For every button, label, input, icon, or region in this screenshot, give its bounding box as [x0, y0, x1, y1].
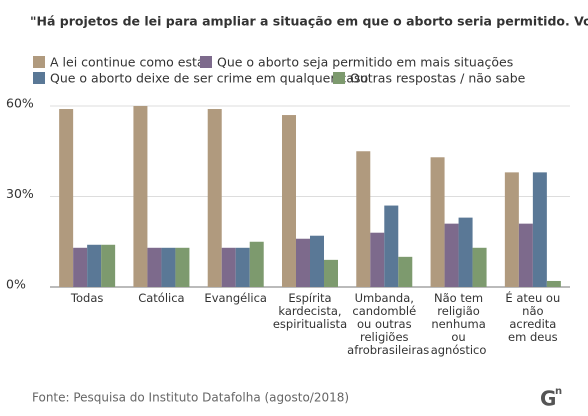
bar — [296, 238, 310, 287]
bar — [546, 280, 561, 287]
bar — [59, 109, 74, 288]
bar — [458, 217, 473, 287]
bar — [532, 172, 547, 287]
bar — [133, 106, 148, 287]
legend-swatch — [333, 72, 345, 84]
bar — [324, 259, 338, 287]
bar — [310, 235, 324, 287]
chart-title: "Há projetos de lei para ampliar a situa… — [30, 14, 588, 29]
x-tick-label: Todas — [70, 291, 104, 305]
legend-label: A lei continue como está — [50, 55, 205, 70]
x-tick-label: Umbanda, candomblé ou outras religiões a… — [347, 291, 430, 357]
legend-label: Que o aborto deixe de ser crime em qualq… — [50, 71, 368, 86]
bar — [472, 247, 487, 287]
legend-swatch — [200, 56, 212, 68]
y-tick-label: 60% — [6, 96, 34, 111]
legend-swatch — [33, 72, 45, 84]
y-tick-label: 30% — [6, 186, 34, 201]
bar — [370, 232, 385, 287]
legend-label: Que o aborto seja permitido em mais situ… — [217, 55, 513, 70]
x-tick-label: Não tem religião nenhuma ou agnóstico — [430, 291, 487, 357]
bar — [161, 247, 176, 287]
bar — [175, 247, 190, 287]
bar — [384, 205, 399, 287]
bar — [147, 247, 162, 287]
bar — [101, 244, 116, 287]
bar — [87, 244, 102, 287]
bar — [518, 223, 533, 287]
bar — [356, 151, 371, 287]
legend-label: Outras respostas / não sabe — [350, 71, 526, 86]
source: Fonte: Pesquisa do Instituto Datafolha (… — [32, 391, 349, 405]
bar — [207, 109, 222, 288]
bar — [398, 256, 413, 287]
x-tick-label: Espírita kardecista, espiritualista — [272, 291, 348, 331]
bar — [249, 241, 264, 287]
bar — [282, 115, 296, 287]
bar — [504, 172, 519, 287]
x-tick-label: Católica — [138, 291, 185, 305]
bar — [73, 247, 88, 287]
x-tick-label: É ateu ou não acredita em deus — [505, 291, 561, 344]
bar — [221, 247, 236, 287]
bar — [430, 157, 445, 287]
bar — [235, 247, 250, 287]
logo: G — [540, 387, 556, 411]
legend-swatch — [33, 56, 45, 68]
y-tick-label: 0% — [6, 277, 26, 292]
logo-sup: n — [555, 386, 562, 397]
bar — [444, 223, 459, 287]
x-tick-label: Evangélica — [204, 291, 267, 305]
